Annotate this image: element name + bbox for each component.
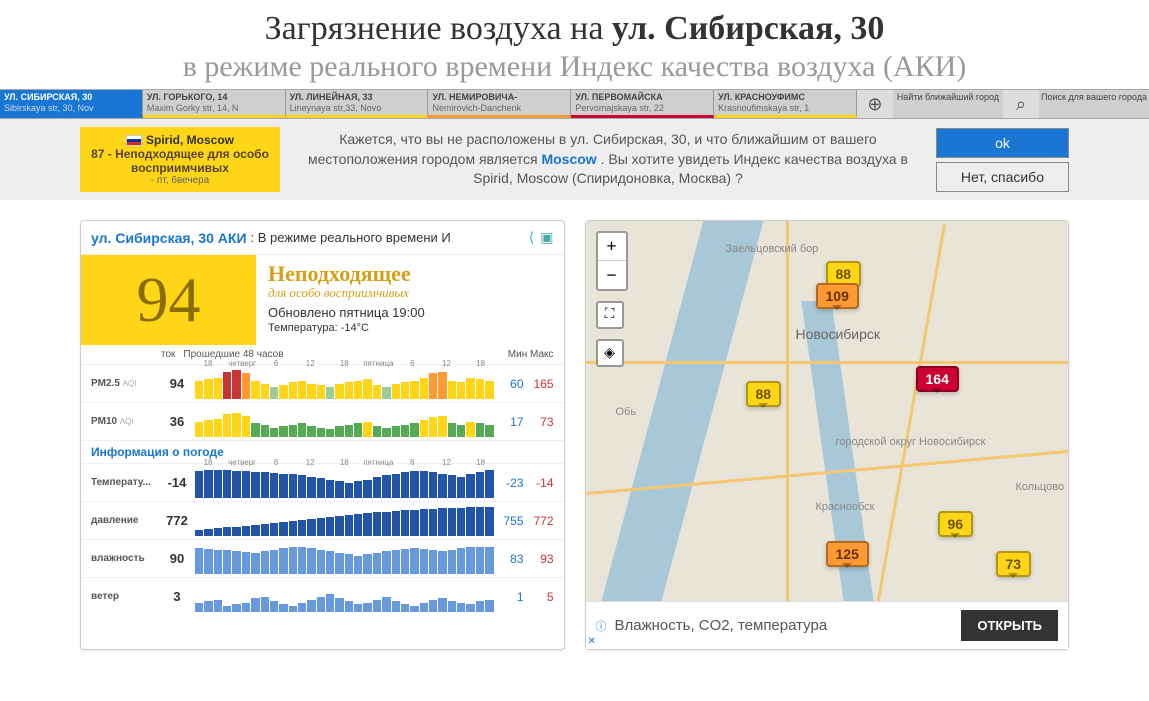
map-marker[interactable]: 125 bbox=[826, 541, 869, 567]
zoom-control: + − bbox=[596, 231, 628, 291]
ad-close-icon[interactable]: ✕ bbox=[588, 636, 596, 647]
map-canvas[interactable]: + − ⛶ ◈ Новосибирск Заельцовский бор Обь г… bbox=[586, 221, 1069, 649]
station-tab-2[interactable]: УЛ. Линейная, 33Lineynaya str,33, Novo bbox=[286, 90, 429, 118]
map-label: Заельцовский бор bbox=[726, 243, 819, 255]
fullscreen-button[interactable]: ⛶ bbox=[596, 301, 624, 329]
aqi-value-box: 94 bbox=[81, 255, 256, 345]
map-marker[interactable]: 73 bbox=[996, 551, 1032, 577]
no-thanks-button[interactable]: Нет, спасибо bbox=[936, 162, 1069, 192]
ad-bar: ⓘ Влажность, CO2, температура ОТКРЫТЬ bbox=[586, 601, 1069, 649]
ok-button[interactable]: ok bbox=[936, 128, 1069, 158]
city-label: Новосибирск bbox=[796, 326, 881, 342]
page-subtitle: в режиме реального времени Индекс качест… bbox=[20, 50, 1129, 84]
page-title: Загрязнение воздуха на ул. Сибирская, 30 bbox=[20, 10, 1129, 48]
nearest-city-link[interactable]: Найти ближайший город bbox=[893, 90, 1003, 118]
map-marker[interactable]: 96 bbox=[938, 511, 974, 537]
notice-text: Кажется, что вы не расположены в ул. Сиб… bbox=[300, 130, 916, 189]
panel-title: ул. Сибирская, 30 АКИ bbox=[91, 230, 247, 246]
map-label: Кольцово bbox=[1016, 481, 1065, 493]
search-icon[interactable]: ⌕ bbox=[1003, 90, 1039, 118]
data-row-ветер: ветер315 bbox=[81, 577, 564, 615]
info-icon[interactable]: ⓘ bbox=[596, 618, 607, 634]
map-label: Краснообск bbox=[816, 501, 875, 513]
station-tab-5[interactable]: УЛ. КрасноуфимсKrasnoufimskaya str, 1 bbox=[714, 90, 857, 118]
flag-icon bbox=[126, 135, 142, 146]
page-header: Загрязнение воздуха на ул. Сибирская, 30… bbox=[0, 0, 1149, 89]
station-tab-3[interactable]: УЛ. Немировича-Nemirovich-Danchenk bbox=[428, 90, 571, 118]
layers-button[interactable]: ◈ bbox=[596, 339, 624, 367]
ad-open-button[interactable]: ОТКРЫТЬ bbox=[961, 610, 1058, 641]
zoom-out-button[interactable]: − bbox=[598, 261, 626, 289]
map-label: Обь bbox=[616, 406, 637, 418]
notice-badge: Spirid, Moscow 87 - Неподходящее для осо… bbox=[80, 127, 280, 192]
aqi-panel: ул. Сибирская, 30 АКИ : В режиме реально… bbox=[80, 220, 565, 650]
data-row-Температу...: Температу...-1418четверг61218пятница6121… bbox=[81, 463, 564, 501]
locate-icon[interactable]: ⊕ bbox=[857, 90, 893, 118]
station-tab-0[interactable]: УЛ. СИБИРСКАЯ, 30Sibirskaya str, 30, Nov bbox=[0, 90, 143, 118]
moscow-link[interactable]: Moscow bbox=[541, 151, 596, 167]
location-notice: Spirid, Moscow 87 - Неподходящее для осо… bbox=[0, 119, 1149, 200]
map-marker[interactable]: 109 bbox=[816, 283, 859, 309]
search-city-link[interactable]: Поиск для вашего города bbox=[1039, 90, 1149, 118]
data-row-PM2.5: PM2.5 AQI9418четверг61218пятница61218601… bbox=[81, 364, 564, 402]
station-tabs: УЛ. СИБИРСКАЯ, 30Sibirskaya str, 30, Nov… bbox=[0, 89, 1149, 119]
share-icon[interactable]: ⟨ bbox=[529, 229, 534, 246]
aqi-updated: Обновлено пятница 19:00 bbox=[268, 305, 425, 320]
aqi-status: Неподходящее bbox=[268, 263, 425, 285]
copy-icon[interactable]: ▣ bbox=[540, 229, 553, 246]
data-row-влажность: влажность908393 bbox=[81, 539, 564, 577]
zoom-in-button[interactable]: + bbox=[598, 233, 626, 261]
ad-text: Влажность, CO2, температура bbox=[615, 617, 962, 634]
map-label: городской округ Новосибирск bbox=[836, 436, 986, 448]
data-row-PM10: PM10 AQI361773 bbox=[81, 402, 564, 440]
station-tab-4[interactable]: УЛ. ПервомайскаPervomajskaya str, 22 bbox=[571, 90, 714, 118]
data-row-давление: давление772755772 bbox=[81, 501, 564, 539]
map-marker[interactable]: 88 bbox=[746, 381, 782, 407]
aqi-temperature: Температура: -14°C bbox=[268, 322, 425, 334]
map-marker[interactable]: 164 bbox=[916, 366, 959, 392]
station-tab-1[interactable]: УЛ. Горького, 14Maxim Gorky str, 14, N bbox=[143, 90, 286, 118]
map-panel: + − ⛶ ◈ Новосибирск Заельцовский бор Обь г… bbox=[585, 220, 1070, 650]
